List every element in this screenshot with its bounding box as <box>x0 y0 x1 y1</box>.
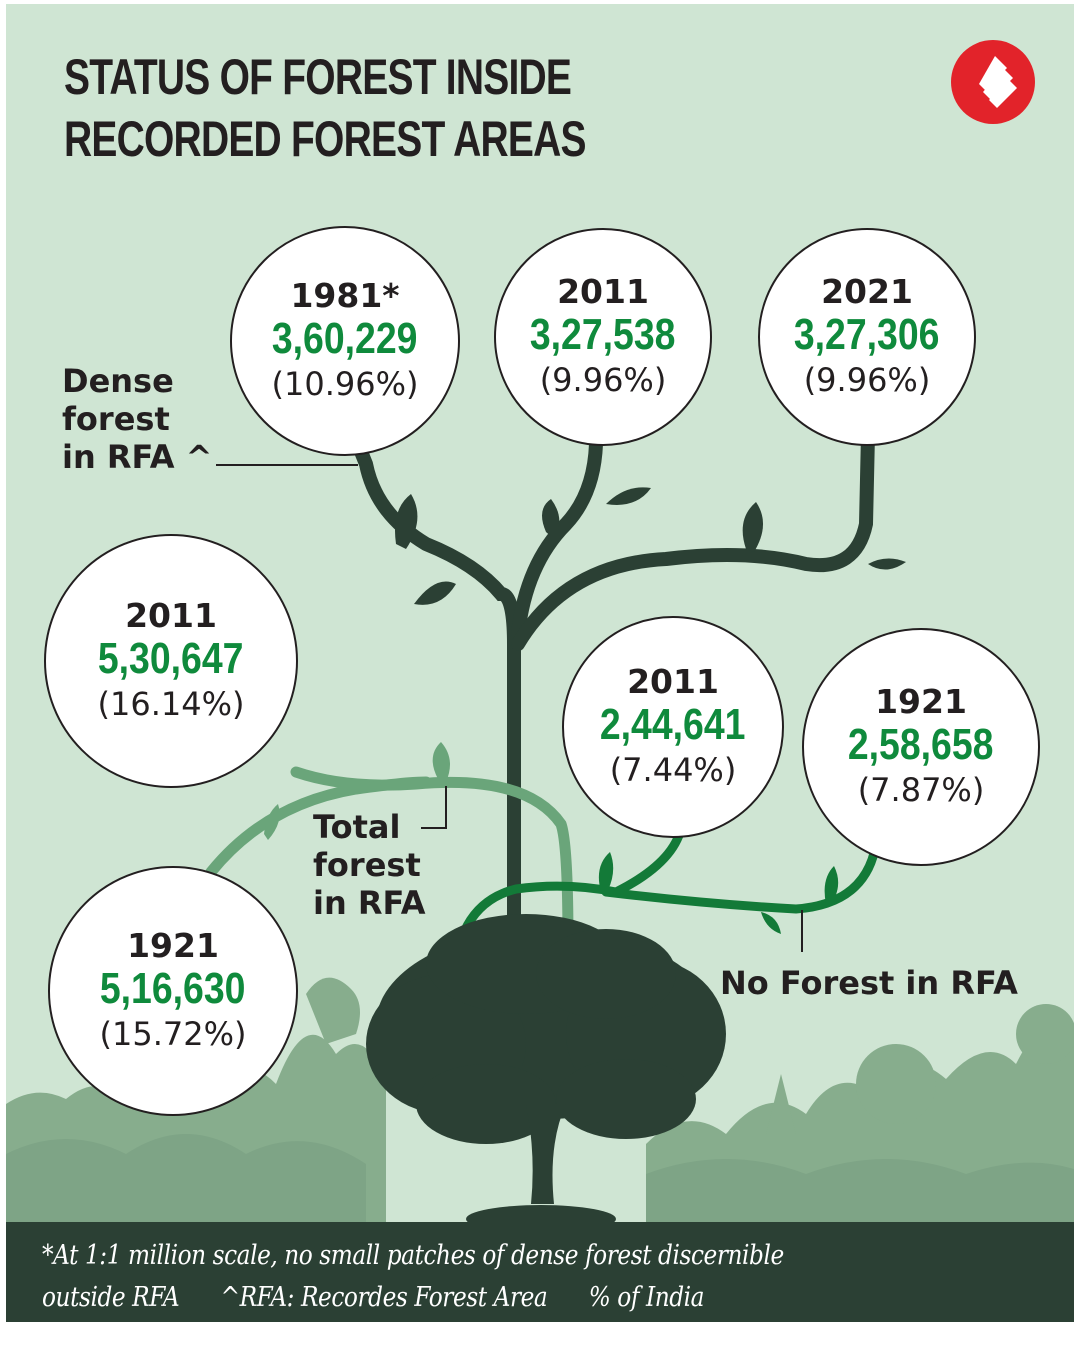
dense-forest-1981-bubble: 1981* 3,60,229 (10.96%) <box>230 226 460 456</box>
total-forest-2011-bubble: 2011 5,30,647 (16.14%) <box>44 534 298 788</box>
leaf-icon <box>395 487 906 605</box>
no-forest-1921-bubble: 1921 2,58,658 (7.87%) <box>802 628 1040 866</box>
total-forest-branches <box>205 766 574 950</box>
indian-express-logo-icon <box>951 40 1035 124</box>
footnote-scale: *At 1:1 million scale, no small patches … <box>42 1240 784 1271</box>
total-forest-1921-bubble: 1921 5,16,630 (15.72%) <box>48 866 298 1116</box>
total-forest-label: Total forest in RFA <box>313 808 426 922</box>
infographic: STATUS OF FOREST INSIDE RECORDED FOREST … <box>6 4 1074 1322</box>
footnote-bar: *At 1:1 million scale, no small patches … <box>6 1222 1074 1322</box>
tree-silhouette-icon <box>366 914 726 1233</box>
dense-forest-2021-bubble: 2021 3,27,306 (9.96%) <box>758 228 976 446</box>
tree-illustration <box>6 427 1074 1233</box>
page-title: STATUS OF FOREST INSIDE RECORDED FOREST … <box>64 49 587 167</box>
footnote-legend: outside RFA ^RFA: Recordes Forest Area %… <box>42 1282 705 1313</box>
dense-forest-2011-bubble: 2011 3,27,538 (9.96%) <box>494 228 712 446</box>
no-forest-2011-bubble: 2011 2,44,641 (7.44%) <box>562 616 784 838</box>
dense-forest-label: Dense forest in RFA ^ <box>62 362 213 476</box>
dense-forest-branches <box>351 427 875 951</box>
no-forest-label: No Forest in RFA <box>720 964 1018 1002</box>
